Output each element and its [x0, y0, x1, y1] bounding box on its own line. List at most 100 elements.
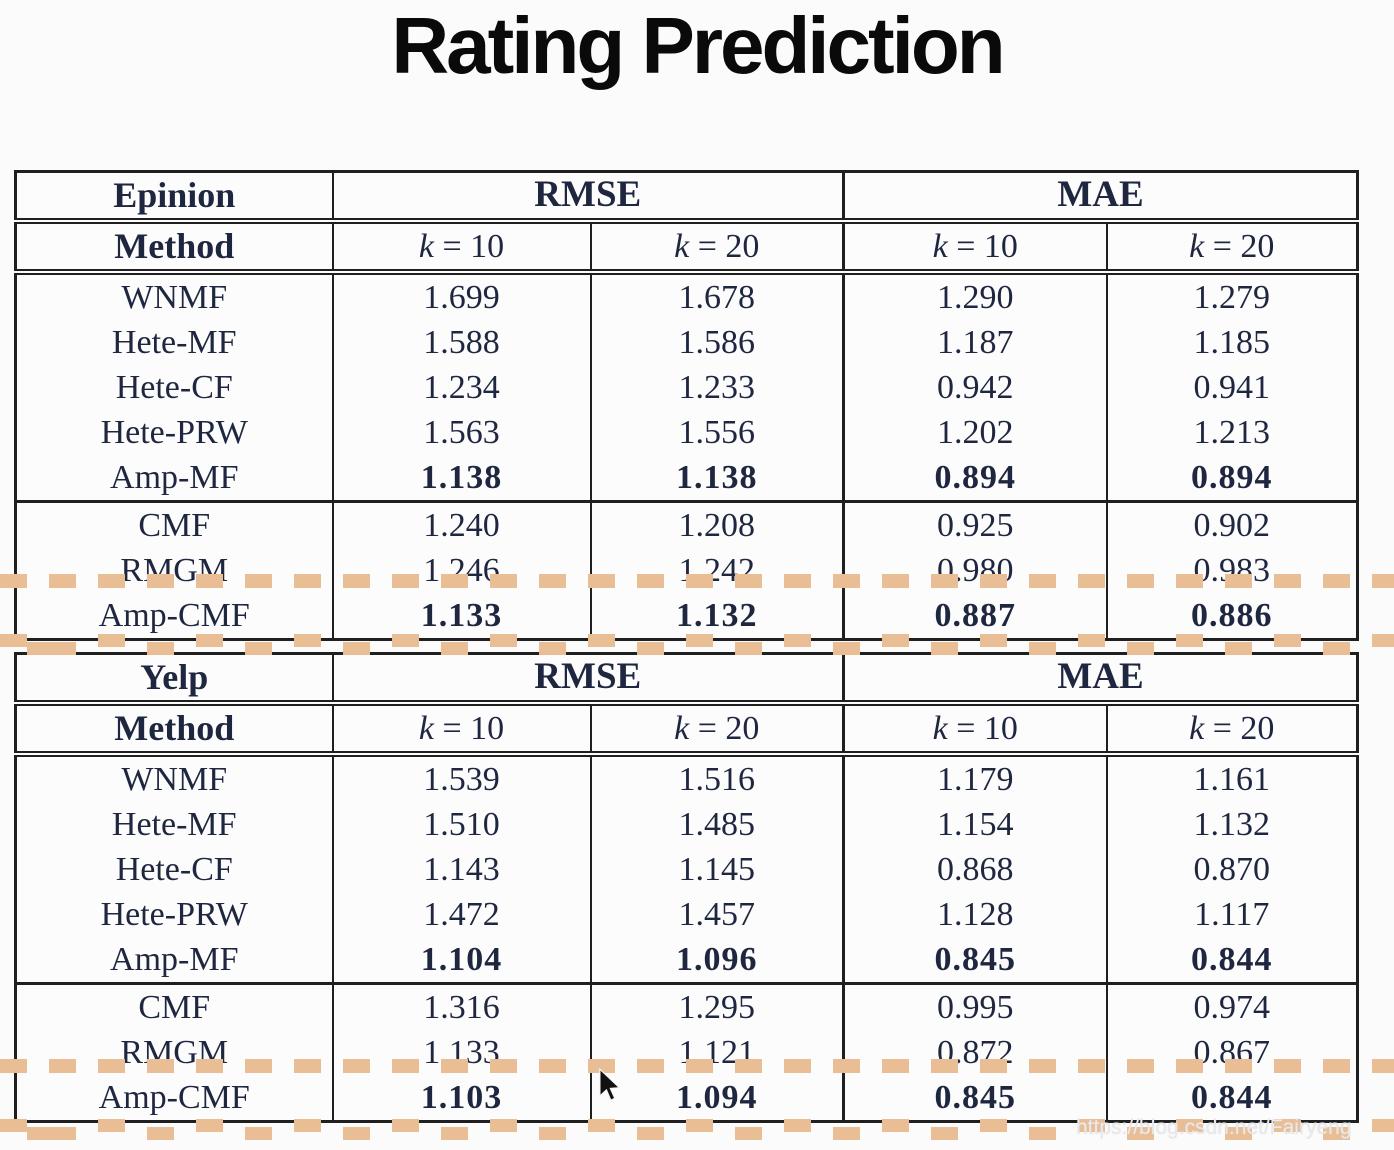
value-cell: 1.316 — [331, 982, 591, 1030]
value-cell: 0.844 — [1105, 1075, 1358, 1122]
value-cell: 1.133 — [331, 593, 591, 640]
page-title: Rating Prediction — [391, 1, 1005, 90]
table-subheader-row: Method k = 10 k = 20 k = 10 k = 20 — [15, 703, 1358, 757]
value-cell: 1.563 — [331, 410, 591, 455]
value-cell: 1.154 — [842, 802, 1107, 847]
method-cell: CMF — [15, 500, 333, 548]
table-row: Hete-MF 1.510 1.485 1.154 1.132 — [16, 802, 1358, 847]
table-row: Hete-CF 1.143 1.145 0.868 0.870 — [16, 847, 1358, 892]
value-cell: 1.132 — [1105, 802, 1358, 847]
table-row-best-single: Amp-MF 1.104 1.096 0.845 0.844 — [16, 937, 1358, 984]
dataset-label: Epinion — [15, 171, 333, 224]
method-cell: Amp-MF — [110, 940, 239, 978]
table-row-best-single: Amp-MF 1.138 1.138 0.894 0.894 — [16, 455, 1358, 502]
k-header: k = 10 — [842, 221, 1107, 275]
value-cell: 1.143 — [331, 847, 591, 892]
value-cell: 1.096 — [589, 937, 844, 984]
value-cell: 1.117 — [1105, 892, 1358, 937]
value-cell: 1.516 — [589, 754, 844, 802]
method-cell: WNMF — [121, 278, 228, 316]
value-cell: 0.995 — [842, 982, 1107, 1030]
value-cell: 1.234 — [331, 365, 591, 410]
annotation-dash-segment — [0, 1127, 1394, 1140]
dataset-label: Yelp — [15, 653, 333, 706]
value-cell: 1.457 — [589, 892, 844, 937]
table-row: Hete-PRW 1.472 1.457 1.128 1.117 — [16, 892, 1358, 937]
table-row: Hete-PRW 1.563 1.556 1.202 1.213 — [16, 410, 1358, 455]
table-row: CMF 1.316 1.295 0.995 0.974 — [15, 982, 1358, 1030]
value-cell: 1.290 — [842, 272, 1107, 320]
value-cell: 1.586 — [589, 320, 844, 365]
value-cell: 1.202 — [842, 410, 1107, 455]
value-cell: 1.179 — [842, 754, 1107, 802]
table-row: Hete-CF 1.234 1.233 0.942 0.941 — [16, 365, 1358, 410]
value-cell: 0.894 — [842, 455, 1107, 502]
cursor-icon — [596, 1067, 622, 1107]
value-cell: 1.240 — [331, 500, 591, 548]
table-row: Hete-MF 1.588 1.586 1.187 1.185 — [16, 320, 1358, 365]
value-cell: 0.942 — [842, 365, 1107, 410]
value-cell: 0.870 — [1105, 847, 1358, 892]
value-cell: 1.295 — [589, 982, 844, 1030]
results-table-yelp: Yelp RMSE MAE Method k = 10 k = 20 k = 1… — [14, 652, 1360, 1123]
value-cell: 1.145 — [589, 847, 844, 892]
table-subheader-row: Method k = 10 k = 20 k = 10 k = 20 — [15, 221, 1358, 275]
results-table-epinion: Epinion RMSE MAE Method k = 10 k = 20 k … — [14, 170, 1360, 641]
value-cell: 1.094 — [589, 1075, 844, 1122]
value-cell: 0.868 — [842, 847, 1107, 892]
method-cell: Amp-MF — [110, 458, 239, 496]
value-cell: 1.104 — [331, 937, 591, 984]
annotation-dash-segment — [0, 642, 1394, 655]
value-cell: 0.902 — [1105, 500, 1358, 548]
table-row: CMF 1.240 1.208 0.925 0.902 — [15, 500, 1358, 548]
value-cell: 1.187 — [842, 320, 1107, 365]
value-cell: 1.138 — [589, 455, 844, 502]
value-cell: 1.103 — [331, 1075, 591, 1122]
k-header: k = 20 — [1105, 703, 1358, 757]
value-cell: 1.279 — [1105, 272, 1358, 320]
annotation-dash-line — [0, 634, 1394, 660]
value-cell: 0.925 — [842, 500, 1107, 548]
method-cell: Hete-PRW — [100, 895, 248, 933]
k-header: k = 20 — [589, 221, 844, 275]
method-cell: Hete-CF — [115, 850, 233, 888]
value-cell: 0.894 — [1105, 455, 1358, 502]
value-cell: 1.472 — [331, 892, 591, 937]
k-header: k = 10 — [842, 703, 1107, 757]
value-cell: 1.128 — [842, 892, 1107, 937]
value-cell: 1.208 — [589, 500, 844, 548]
table-row: WNMF 1.539 1.516 1.179 1.161 — [16, 754, 1358, 802]
value-cell: 1.485 — [589, 802, 844, 847]
method-cell: Hete-MF — [111, 805, 237, 843]
col-group-mae: MAE — [841, 171, 1358, 224]
method-cell: Amp-CMF — [98, 1078, 250, 1116]
value-cell: 1.233 — [589, 365, 844, 410]
k-header: k = 10 — [331, 221, 591, 275]
k-header: k = 10 — [331, 703, 591, 757]
method-cell: Hete-CF — [115, 368, 233, 406]
value-cell: 0.974 — [1105, 982, 1358, 1030]
method-cell: CMF — [15, 982, 333, 1030]
table-row: WNMF 1.699 1.678 1.290 1.279 — [16, 272, 1358, 320]
k-header: k = 20 — [589, 703, 844, 757]
value-cell: 0.941 — [1105, 365, 1358, 410]
value-cell: 0.845 — [842, 937, 1107, 984]
value-cell: 1.161 — [1105, 754, 1358, 802]
value-cell: 0.844 — [1105, 937, 1358, 984]
col-group-rmse: RMSE — [331, 653, 844, 706]
value-cell: 1.539 — [331, 754, 591, 802]
value-cell: 1.510 — [331, 802, 591, 847]
value-cell: 1.138 — [331, 455, 591, 502]
table-row-best-combined: Amp-CMF 1.103 1.094 0.845 0.844 — [16, 1075, 1358, 1122]
table-header-row: Yelp RMSE MAE — [15, 653, 1358, 706]
value-cell: 0.886 — [1105, 593, 1358, 640]
annotation-dash-line — [0, 574, 1394, 588]
value-cell: 1.556 — [589, 410, 844, 455]
col-group-rmse: RMSE — [331, 171, 844, 224]
annotation-dash-line — [0, 1119, 1394, 1145]
method-header: Method — [15, 221, 333, 275]
method-cell: WNMF — [121, 760, 228, 798]
value-cell: 1.185 — [1105, 320, 1358, 365]
value-cell: 0.887 — [842, 593, 1107, 640]
